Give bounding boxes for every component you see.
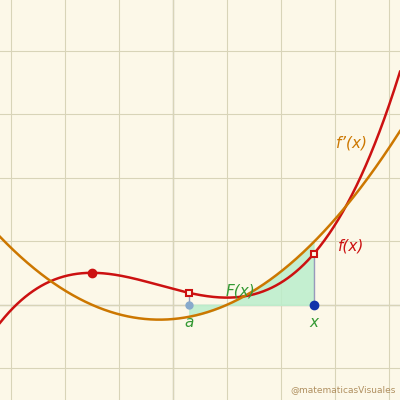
Text: @matematicasVisuales: @matematicasVisuales xyxy=(290,385,396,394)
Text: f’(x): f’(x) xyxy=(336,136,368,151)
Text: a: a xyxy=(184,315,194,330)
Text: F(x): F(x) xyxy=(226,283,256,298)
Text: x: x xyxy=(309,315,318,330)
Text: f(x): f(x) xyxy=(338,239,364,254)
